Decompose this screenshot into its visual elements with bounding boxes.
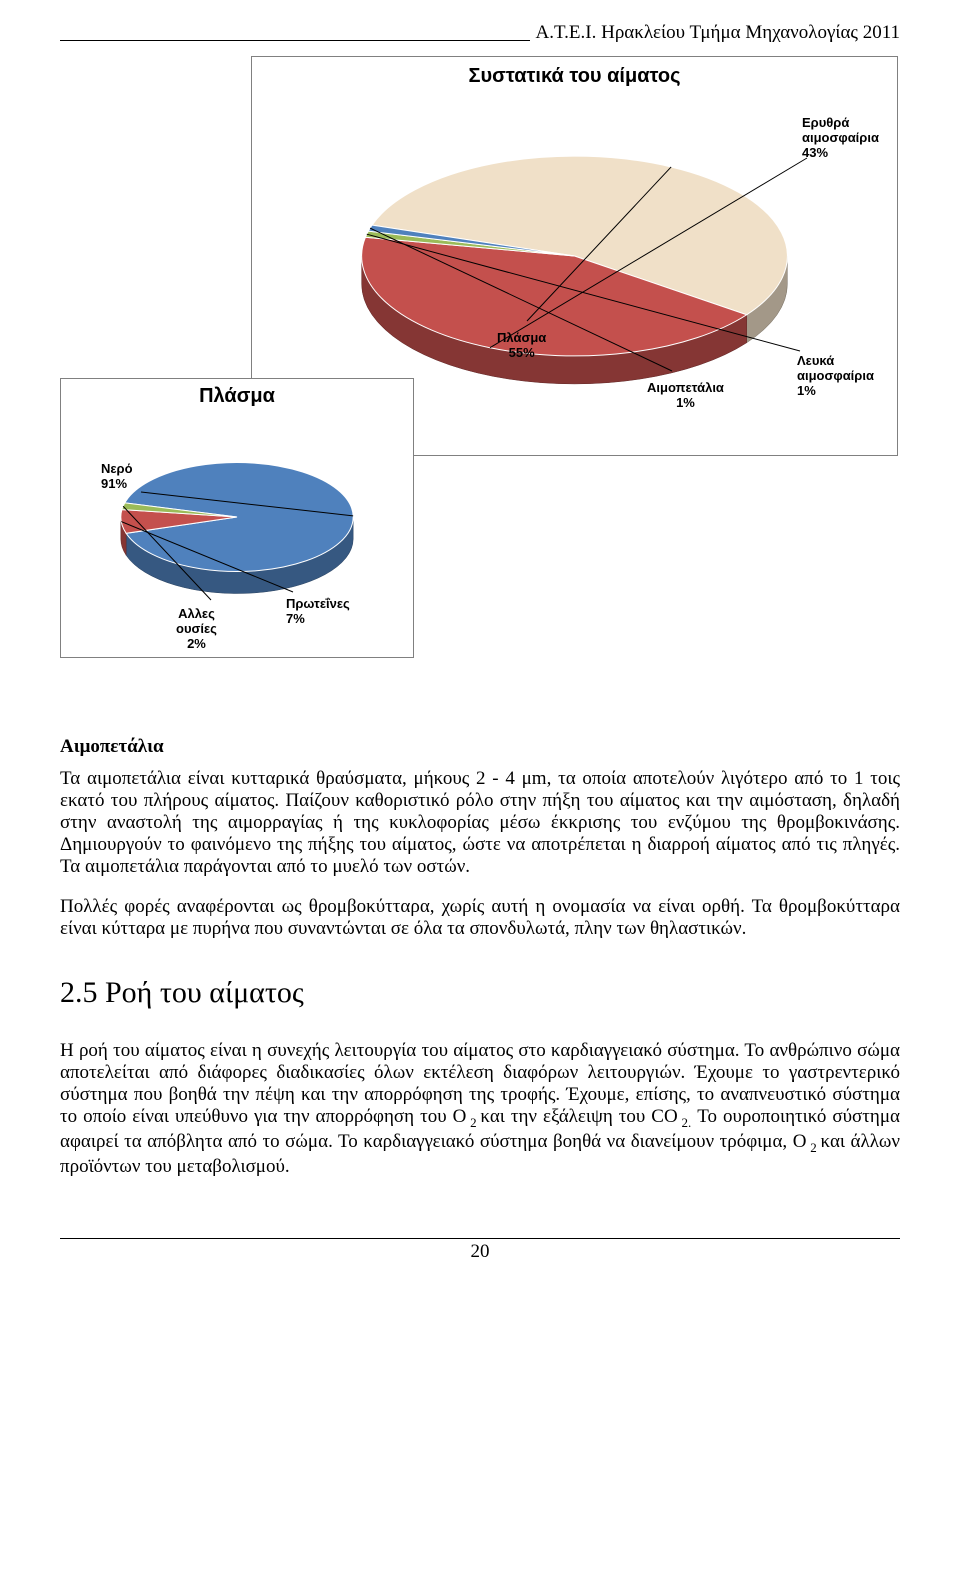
chart-title: Συστατικά του αίματος <box>252 65 897 88</box>
paragraph: Πολλές φορές αναφέρονται ως θρομβοκύτταρ… <box>60 896 900 940</box>
pie-slice-label: Πλάσμα55% <box>497 331 546 361</box>
footer-rule <box>60 1238 900 1239</box>
page-footer: 20 <box>60 1238 900 1263</box>
pie-slice-label: Νερό91% <box>101 462 133 492</box>
paragraph: Η ροή του αίματος είναι η συνεχής λειτου… <box>60 1040 900 1178</box>
pie-chart-sub: Νερό91%Πρωτεΐνες7%Αλλεςουσίες2% <box>61 412 413 642</box>
section-title: Αιμοπετάλια <box>60 736 900 758</box>
header-text: Α.Τ.Ε.Ι. Ηρακλείου Τμήμα Μηχανολογίας 20… <box>530 22 901 44</box>
page-header: Α.Τ.Ε.Ι. Ηρακλείου Τμήμα Μηχανολογίας 20… <box>60 18 900 44</box>
page-number: 20 <box>60 1241 900 1263</box>
pie-slice-label: Λευκάαιμοσφαίρια1% <box>797 354 874 399</box>
section-heading: 2.5 Ροή του αίματος <box>60 976 900 1010</box>
pie-slice-label: Ερυθράαιμοσφαίρια43% <box>802 116 879 161</box>
paragraph: Τα αιμοπετάλια είναι κυτταρικά θραύσματα… <box>60 768 900 878</box>
plasma-chart: Πλάσμα Νερό91% Πρωτεΐνες7% Αλλεςουσίες2% <box>60 378 414 658</box>
chart-title: Πλάσμα <box>61 385 413 408</box>
body-text: Αιμοπετάλια Τα αιμοπετάλια είναι κυτταρι… <box>60 736 900 1178</box>
header-rule <box>60 40 530 41</box>
chart-region: Συστατικά του αίματος Πλάσμα55% Ερυθράαιμ… <box>60 56 900 676</box>
pie-slice-label: Αιμοπετάλια1% <box>647 381 724 411</box>
pie-slice-label: Πρωτεΐνες7% <box>286 597 350 627</box>
pie-slice-label: Αλλεςουσίες2% <box>176 607 217 652</box>
